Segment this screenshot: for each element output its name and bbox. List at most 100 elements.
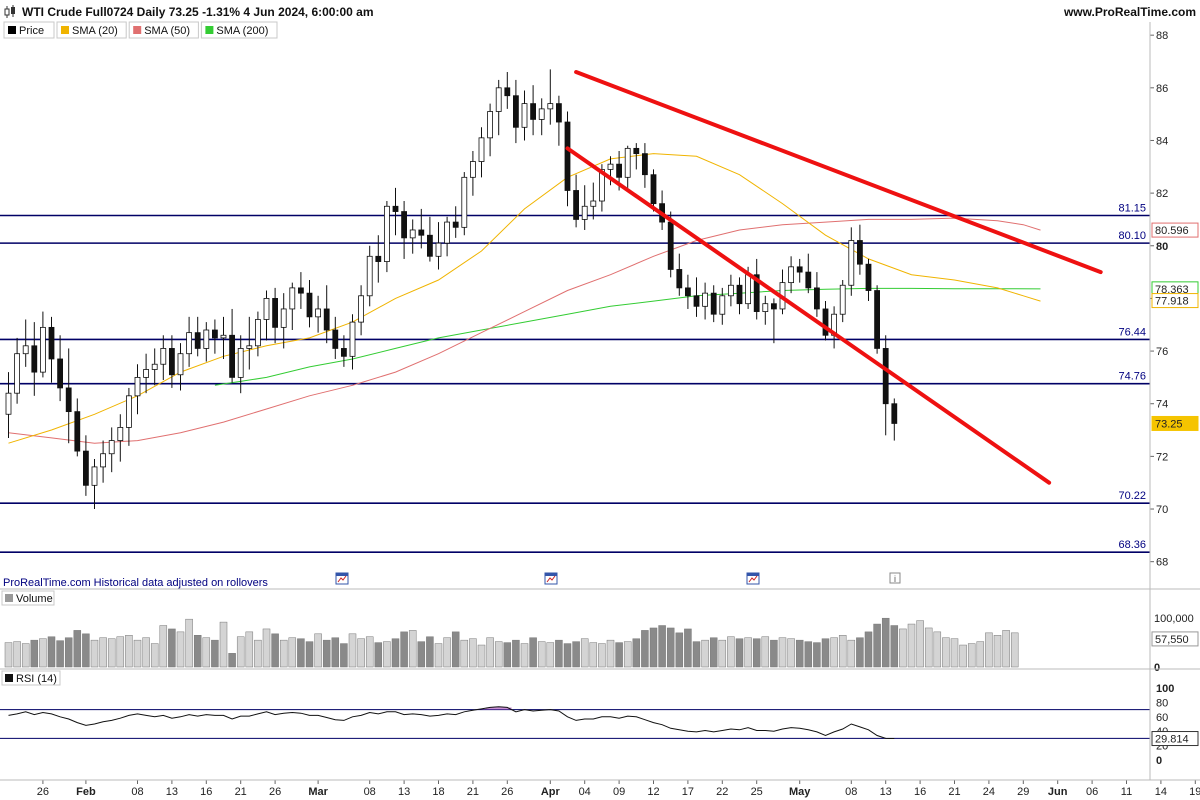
volume-bar [641,630,649,668]
volume-bar [477,644,486,668]
volume-bar [417,641,426,668]
candle-body [719,295,726,315]
price-tick-label: 72 [1156,451,1168,463]
volume-bar [598,643,606,668]
volume-bar [658,625,666,668]
candle [91,459,98,510]
volume-bar [1010,632,1019,668]
rsi-last-label: 29.814 [1155,734,1189,746]
volume-bar [21,643,30,668]
volume-bar [675,632,684,668]
volume-bar [150,643,159,668]
candle [134,364,141,415]
calendar-icon [544,572,558,585]
candle-body [306,292,313,318]
candle [74,398,81,457]
candle [822,301,829,341]
candle [332,316,339,359]
volume-bar [391,638,400,668]
candle-body [487,111,494,139]
volume-bar [357,638,365,668]
candle-body [194,332,201,349]
candle [573,174,579,228]
candle [702,282,708,320]
candle [418,208,425,249]
candle-body [83,450,89,486]
volume-bar [512,639,520,668]
candle-body [237,348,244,378]
time-tick-label: 26 [501,786,513,798]
volume-bar [193,635,202,668]
volume-bar [976,641,985,668]
volume-bar [985,632,993,668]
site-link[interactable]: www.ProRealTime.com [1063,5,1196,19]
candle [177,343,184,391]
volume-bar [856,637,864,668]
candle-body [177,353,184,376]
candle-body [57,358,63,389]
time-tick-label: Mar [308,786,328,798]
candle-body [728,284,734,297]
candle [289,282,296,331]
candle-body [771,303,777,310]
candle-body [5,392,12,415]
candle [796,258,803,283]
volume-bar [537,641,546,668]
candle-body [857,240,863,265]
volume-bar [632,638,641,668]
volume-bar [254,639,262,668]
volume-bar [580,638,589,668]
calendar-icon [746,572,760,585]
volume-bar [546,642,555,668]
candle [736,277,743,315]
legend-label: SMA (50) [144,25,190,37]
volume-legend: Volume [1,590,55,606]
volume-bar [4,642,13,668]
volume-tick-label: 0 [1154,662,1160,674]
level-label: 68.36 [1118,539,1146,551]
volume-bar [99,637,107,668]
time-tick-label: 04 [579,786,591,798]
volume-bar [400,631,408,668]
candle [521,90,528,141]
candle-body [685,287,691,297]
candle-body [297,287,304,294]
candle-body [444,221,451,244]
candle [839,279,846,323]
trendline [565,146,1052,485]
candle [229,308,236,383]
candle-body [495,87,502,112]
time-tick-label: 09 [613,786,625,798]
level-label: 81.15 [1118,202,1146,214]
candle [306,279,313,328]
candle-body [521,103,528,128]
volume-bar [13,641,21,668]
candle-body [452,221,459,228]
candle [203,322,210,362]
candle [547,69,554,125]
volume-bar [469,638,477,668]
candle-body [126,395,132,428]
volume-bar [572,641,580,668]
candle-body [143,369,150,378]
candle [126,387,132,446]
candle-body [607,163,614,170]
candle [220,316,227,359]
legend-label: SMA (200) [216,25,268,37]
volume-bar [451,631,460,668]
time-tick-label: 21 [467,786,479,798]
price-tick-label: 76 [1156,346,1168,358]
candle-body [478,137,485,162]
candle [340,335,347,367]
candle-body [358,295,365,323]
volume-bar [735,638,744,668]
candle [642,143,648,188]
rsi-legend-label: RSI (14) [16,673,57,685]
candle-body [788,266,794,284]
candle [865,258,872,302]
candle [65,348,72,444]
chart-type-icon[interactable] [4,5,15,18]
candle-body [624,147,631,178]
volume-bar [219,621,228,668]
